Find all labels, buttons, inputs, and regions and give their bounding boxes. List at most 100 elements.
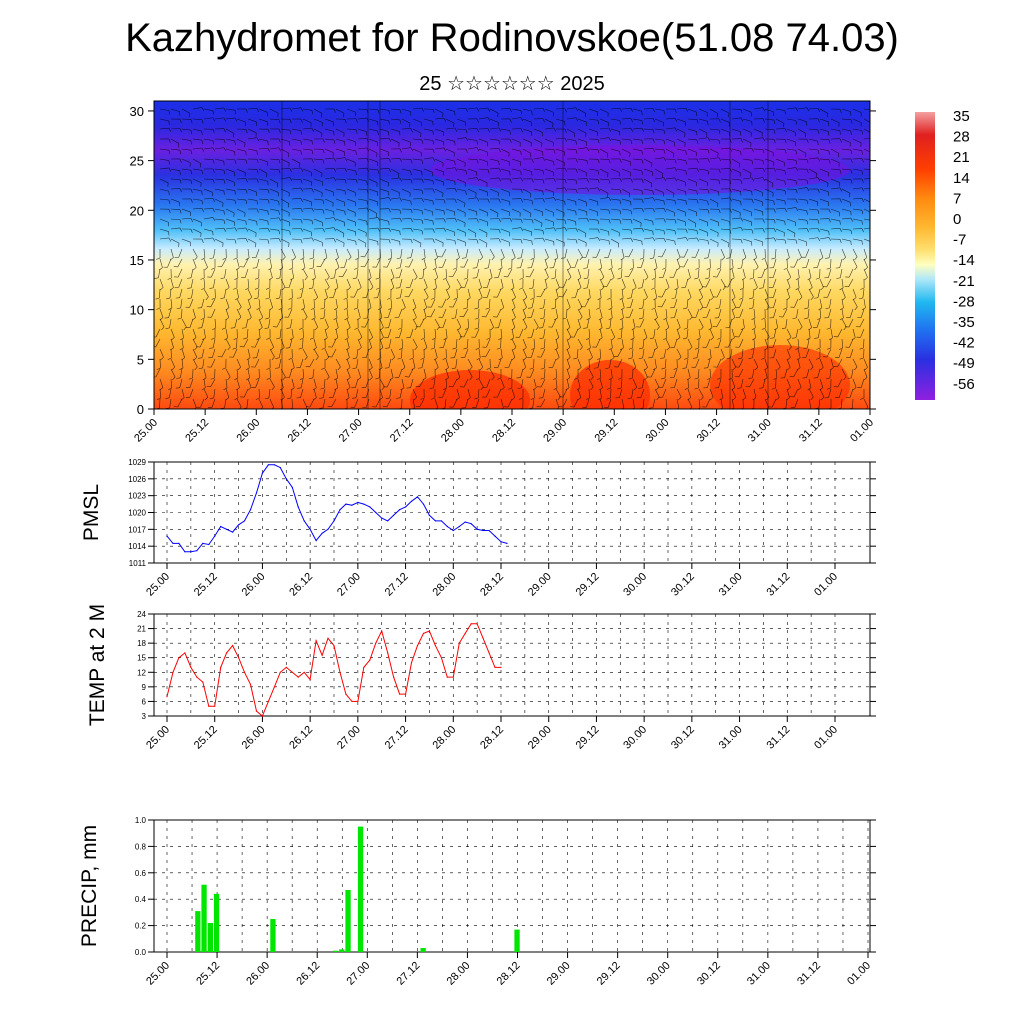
wind-barb: [159, 278, 164, 291]
wind-barb: [214, 117, 227, 122]
wind-barb: [170, 208, 182, 214]
barb-shaft: [170, 338, 174, 348]
wind-barb: [245, 278, 250, 290]
barb-shaft: [233, 348, 238, 358]
barb-shaft: [236, 268, 239, 278]
barb-shaft: [225, 218, 235, 223]
wind-barb: [179, 338, 184, 351]
barb-flag: [197, 357, 203, 359]
barb-shaft: [159, 378, 164, 388]
barb-shaft: [159, 158, 169, 161]
wind-barb: [201, 328, 206, 341]
barb-flag: [179, 128, 182, 133]
barb-shaft: [269, 158, 279, 160]
barb-shaft: [189, 298, 194, 308]
barb-flag: [245, 257, 250, 261]
barb-shaft: [192, 338, 198, 348]
barb-flag: [179, 170, 181, 175]
wind-barb: [234, 368, 239, 381]
wind-barb: [179, 358, 184, 371]
barb-shaft: [181, 338, 184, 348]
barb-shaft: [155, 328, 161, 338]
barb-shaft: [192, 348, 198, 358]
wind-barb: [181, 217, 193, 222]
wind-barb: [258, 308, 264, 321]
barb-flag: [267, 189, 270, 194]
barb-flag: [168, 150, 171, 155]
wind-barb: [247, 208, 259, 213]
barb-shaft: [181, 208, 191, 213]
barb-shaft: [258, 388, 260, 399]
wind-barb: [225, 388, 230, 401]
barb-shaft: [170, 278, 174, 288]
wind-barb: [181, 168, 193, 175]
wind-barb: [222, 248, 227, 260]
barb-shaft: [221, 348, 227, 358]
barb-flag: [168, 128, 171, 132]
barb-flag: [212, 208, 215, 213]
barb-flag: [212, 179, 215, 184]
wind-barb: [201, 248, 206, 261]
barb-flag: [179, 227, 183, 232]
wind-barb: [181, 238, 191, 247]
barb-shaft: [181, 148, 191, 151]
barb-flag: [223, 210, 225, 215]
wind-barb: [174, 278, 183, 288]
chart-title: Kazhydromet for Rodinovskoe(51.08 74.03): [125, 16, 899, 60]
barb-shaft: [203, 158, 213, 160]
barb-flag: [165, 327, 170, 329]
barb-shaft: [181, 318, 187, 328]
barb-shaft: [258, 218, 268, 222]
barb-flag: [278, 119, 281, 124]
wind-barb: [188, 368, 194, 380]
wind-barb: [197, 318, 205, 329]
barb-shaft: [189, 378, 194, 388]
wind-barb: [197, 298, 205, 309]
barb-shaft: [199, 338, 205, 348]
barb-flag: [227, 346, 231, 351]
wind-barb: [214, 238, 224, 247]
wind-barb: [235, 288, 239, 301]
barb-shaft: [192, 308, 196, 318]
wind-barb: [247, 118, 257, 126]
barb-flag: [233, 337, 238, 340]
wind-barb: [168, 378, 173, 390]
barb-flag: [190, 198, 193, 203]
wind-barb: [211, 288, 216, 300]
wind-barb: [201, 378, 206, 391]
barb-shaft: [269, 188, 279, 193]
barb-flag: [161, 326, 165, 331]
barb-flag: [166, 297, 171, 300]
barb-shaft: [192, 188, 202, 192]
barb-flag: [160, 357, 164, 361]
wind-barb: [181, 188, 193, 193]
barb-flag: [157, 397, 161, 400]
barb-flag: [209, 257, 214, 259]
barb-flag: [223, 117, 227, 122]
barb-flag: [201, 107, 205, 112]
barb-flag: [248, 296, 252, 301]
barb-flag: [212, 168, 215, 173]
wind-barb: [269, 198, 280, 206]
wind-barb: [170, 358, 176, 371]
barb-shaft: [236, 358, 241, 368]
wind-barb: [217, 348, 227, 358]
barb-flag: [209, 287, 214, 289]
wind-barb: [192, 348, 198, 361]
wind-barb: [203, 237, 216, 242]
barb-flag: [190, 140, 192, 145]
barb-shaft: [214, 188, 224, 192]
barb-flag: [155, 297, 160, 300]
wind-barb: [181, 108, 191, 118]
barb-shaft: [269, 178, 279, 184]
barb-shaft: [214, 147, 224, 150]
barb-shaft: [225, 148, 235, 152]
barb-flag: [171, 366, 175, 371]
wind-barb: [247, 178, 259, 183]
barb-shaft: [246, 398, 249, 408]
wind-barb: [192, 238, 204, 243]
wind-barb: [167, 268, 172, 280]
barb-shaft: [189, 318, 194, 328]
wind-barb: [258, 178, 269, 186]
wind-barb: [203, 108, 214, 115]
